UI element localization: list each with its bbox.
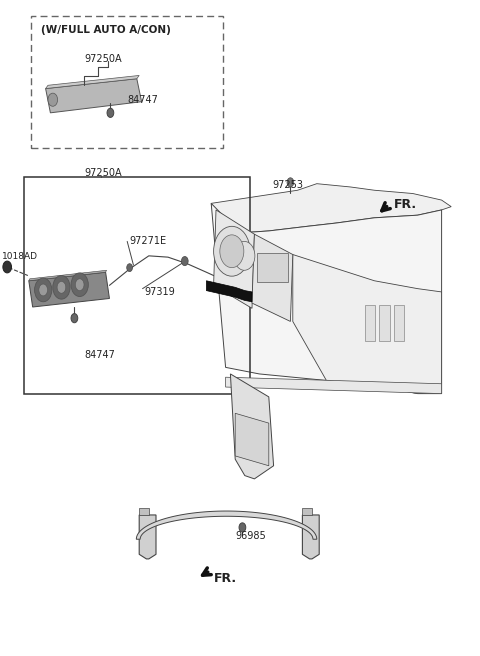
Circle shape <box>287 178 294 187</box>
Text: 97250A: 97250A <box>84 54 122 64</box>
Polygon shape <box>29 270 107 281</box>
Circle shape <box>127 264 132 272</box>
Text: 97319: 97319 <box>144 287 175 297</box>
Polygon shape <box>139 515 156 559</box>
Bar <box>24 177 250 394</box>
Text: 96985: 96985 <box>235 531 266 541</box>
Circle shape <box>239 523 246 532</box>
Bar <box>394 305 404 341</box>
Circle shape <box>3 261 12 273</box>
Text: FR.: FR. <box>214 572 237 585</box>
Polygon shape <box>46 79 142 113</box>
Bar <box>365 305 375 341</box>
Polygon shape <box>226 377 442 394</box>
Circle shape <box>48 93 58 106</box>
Circle shape <box>71 314 78 323</box>
Text: (W/FULL AUTO A/CON): (W/FULL AUTO A/CON) <box>41 24 171 35</box>
Text: 1018AD: 1018AD <box>2 252 38 261</box>
Circle shape <box>181 256 188 266</box>
Circle shape <box>71 273 88 297</box>
Polygon shape <box>302 515 319 559</box>
Polygon shape <box>211 203 442 394</box>
Polygon shape <box>211 184 451 233</box>
Circle shape <box>220 235 244 268</box>
Circle shape <box>234 241 255 270</box>
Polygon shape <box>29 272 109 307</box>
Polygon shape <box>252 234 293 321</box>
Text: 84747: 84747 <box>84 350 115 359</box>
Polygon shape <box>293 255 442 394</box>
Polygon shape <box>206 281 252 302</box>
Circle shape <box>53 276 70 299</box>
Circle shape <box>214 226 250 276</box>
Text: 97253: 97253 <box>273 180 304 190</box>
Bar <box>379 305 390 341</box>
Polygon shape <box>230 374 274 479</box>
Polygon shape <box>214 210 254 308</box>
Text: FR.: FR. <box>394 198 417 211</box>
Circle shape <box>35 278 52 302</box>
Polygon shape <box>235 413 269 466</box>
FancyBboxPatch shape <box>257 253 288 282</box>
Circle shape <box>107 108 114 117</box>
Text: 97271E: 97271E <box>130 236 167 247</box>
Text: 97250A: 97250A <box>84 167 121 178</box>
Polygon shape <box>46 75 139 89</box>
Polygon shape <box>136 511 317 539</box>
Circle shape <box>57 281 66 293</box>
Circle shape <box>39 284 48 296</box>
Bar <box>31 16 223 148</box>
Text: 84747: 84747 <box>127 94 158 105</box>
Circle shape <box>75 279 84 291</box>
Polygon shape <box>302 508 312 515</box>
Polygon shape <box>139 508 149 515</box>
